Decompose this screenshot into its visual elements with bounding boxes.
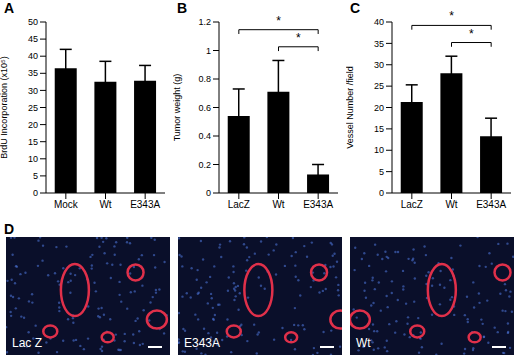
svg-text:BrdU Incorporation (x10⁵): BrdU Incorporation (x10⁵) [0,56,9,158]
svg-text:0.4: 0.4 [198,131,211,141]
svg-text:*: * [449,9,454,23]
svg-text:20: 20 [374,103,384,113]
svg-text:Wt: Wt [356,336,371,350]
svg-text:LacZ: LacZ [228,199,250,210]
svg-text:*: * [276,14,281,28]
svg-text:E343A: E343A [184,336,220,350]
svg-text:Tumor weight (g): Tumor weight (g) [173,74,182,142]
html-text:A: A [4,0,15,16]
svg-text:10: 10 [28,154,38,164]
svg-text:E343A: E343A [130,199,160,210]
svg-text:Lac Z: Lac Z [12,336,42,350]
html-text:B: B [177,0,188,16]
svg-text:Vessel Number /field: Vessel Number /field [346,66,355,149]
svg-text:0.2: 0.2 [198,160,211,170]
svg-text:0: 0 [379,188,384,198]
svg-text:1.2: 1.2 [198,17,211,27]
svg-text:25: 25 [374,81,384,91]
svg-text:0: 0 [206,188,211,198]
svg-text:Wt: Wt [272,199,284,210]
svg-text:E343A: E343A [476,199,506,210]
svg-text:LacZ: LacZ [401,199,423,210]
svg-text:45: 45 [28,34,38,44]
svg-text:5: 5 [379,167,384,177]
svg-text:Wt: Wt [99,199,111,210]
svg-text:*: * [469,27,474,41]
svg-text:30: 30 [374,60,384,70]
svg-text:0.6: 0.6 [198,103,211,113]
svg-text:10: 10 [374,145,384,155]
svg-text:40: 40 [374,17,384,27]
svg-text:E343A: E343A [303,199,333,210]
svg-text:0.8: 0.8 [198,74,211,84]
svg-text:40: 40 [28,51,38,61]
svg-text:Mock: Mock [54,199,79,210]
svg-text:50: 50 [28,17,38,27]
svg-text:15: 15 [28,137,38,147]
svg-text:5: 5 [33,171,38,181]
svg-text:30: 30 [28,86,38,96]
html-text:C: C [350,0,361,16]
svg-text:*: * [296,31,301,45]
svg-text:Wt: Wt [445,199,457,210]
svg-text:0: 0 [33,188,38,198]
svg-text:35: 35 [28,68,38,78]
svg-text:35: 35 [374,39,384,49]
svg-text:20: 20 [28,120,38,130]
svg-text:15: 15 [374,124,384,134]
svg-text:1: 1 [206,46,211,56]
svg-text:25: 25 [28,103,38,113]
html-text:D: D [4,221,15,237]
